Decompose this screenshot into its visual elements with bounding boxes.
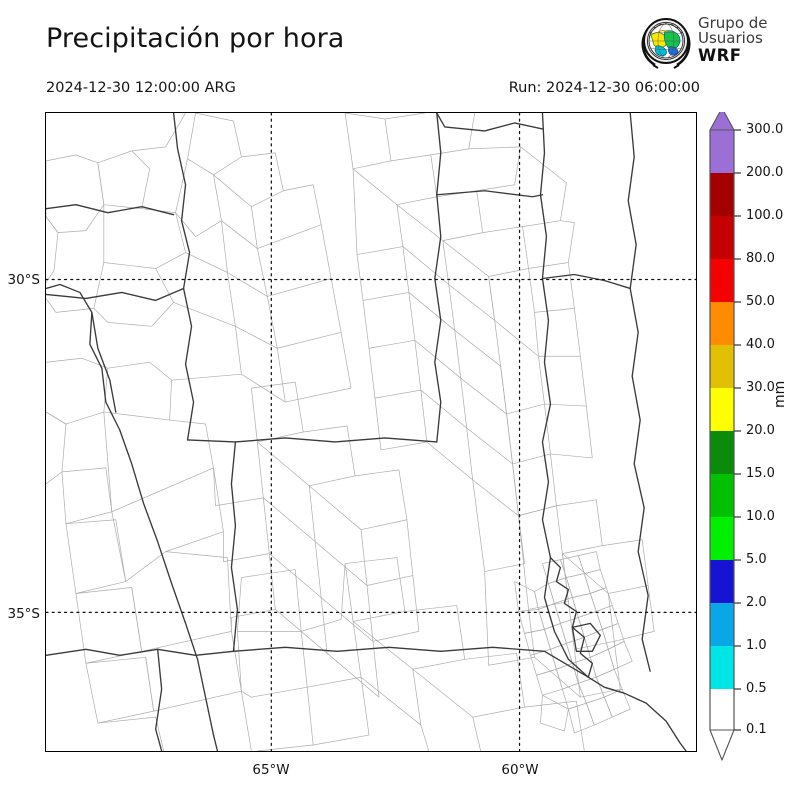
colorbar-gradient bbox=[709, 112, 741, 761]
lon-tick-65W: 65°W bbox=[252, 762, 290, 778]
colorbar-tick-80: 80.0 bbox=[746, 251, 775, 266]
colorbar-tick-20: 20.0 bbox=[746, 423, 775, 438]
colorbar-tick-2: 2.0 bbox=[746, 595, 767, 610]
colorbar-tick-5: 5.0 bbox=[746, 552, 767, 567]
colorbar-tick-200: 200.0 bbox=[746, 165, 784, 180]
map-canvas[interactable] bbox=[45, 112, 697, 752]
model-run-label: Run: 2024-12-30 06:00:00 bbox=[508, 80, 700, 96]
colorbar-unit-label: mm bbox=[772, 380, 788, 408]
map-geography bbox=[46, 113, 696, 751]
valid-time-label: 2024-12-30 12:00:00 ARG bbox=[46, 80, 236, 96]
page-title: Precipitación por hora bbox=[46, 23, 345, 54]
colorbar-tick-15: 15.0 bbox=[746, 466, 775, 481]
logo-line-2: Usuarios bbox=[698, 29, 763, 48]
logo-line-1: Grupo de bbox=[698, 14, 768, 32]
colorbar-tick-01: 0.1 bbox=[746, 722, 767, 737]
colorbar-tick-30: 30.0 bbox=[746, 380, 775, 395]
colorbar-tick-1: 1.0 bbox=[746, 638, 767, 653]
colorbar-tick-40: 40.0 bbox=[746, 337, 775, 352]
colorbar: 300.0 200.0 100.0 80.0 50.0 40.0 30.0 20… bbox=[700, 112, 800, 762]
colorbar-tick-100: 100.0 bbox=[746, 208, 784, 223]
logo-line-3: WRF bbox=[698, 45, 742, 65]
logo-text: Grupo de Usuarios WRF bbox=[698, 14, 768, 65]
wrf-globe-emblem-icon bbox=[641, 18, 691, 69]
logo: Grupo de Usuarios WRF bbox=[638, 14, 798, 76]
lon-tick-60W: 60°W bbox=[501, 762, 539, 778]
lat-tick-35S: 35°S bbox=[7, 606, 41, 622]
colorbar-tick-05: 0.5 bbox=[746, 681, 767, 696]
colorbar-tick-50: 50.0 bbox=[746, 294, 775, 309]
lat-tick-30S: 30°S bbox=[7, 272, 41, 288]
colorbar-tick-300: 300.0 bbox=[746, 122, 784, 137]
colorbar-tick-10: 10.0 bbox=[746, 509, 775, 524]
